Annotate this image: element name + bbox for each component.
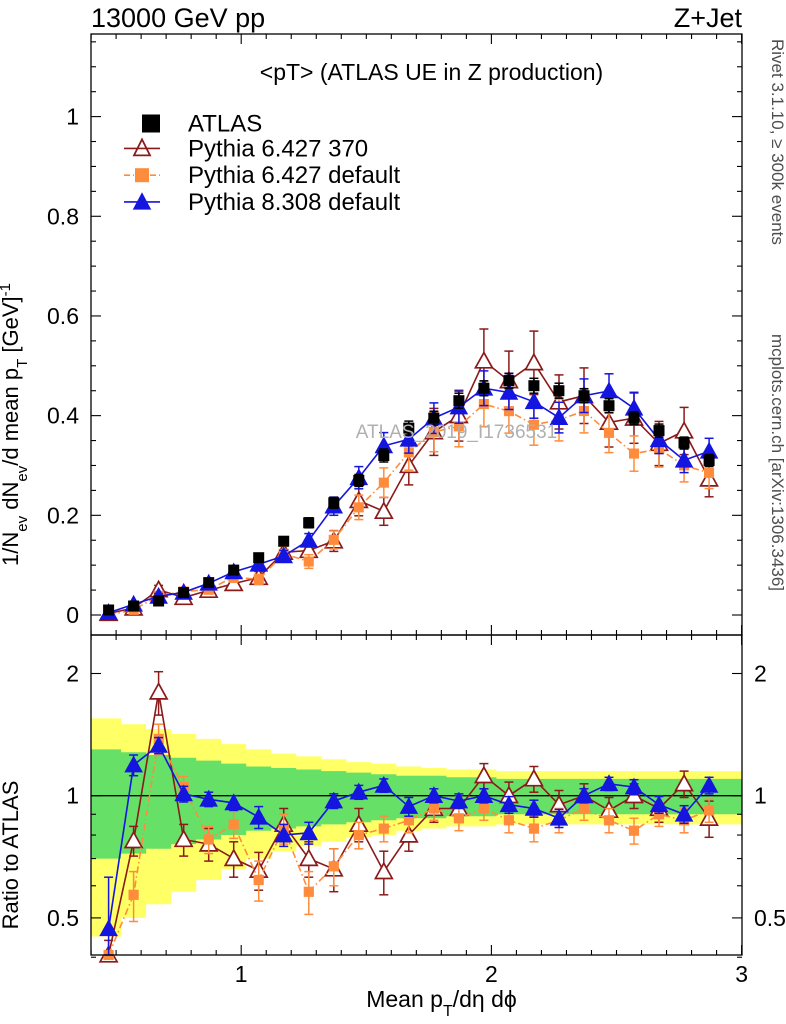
svg-text:0.6: 0.6 <box>47 303 79 329</box>
svg-text:1: 1 <box>235 961 248 987</box>
svg-text:Pythia 6.427 370: Pythia 6.427 370 <box>188 135 368 162</box>
svg-text:2: 2 <box>485 961 498 987</box>
svg-text:<pT> (ATLAS UE in Z production: <pT> (ATLAS UE in Z production) <box>260 59 603 85</box>
svg-text:mcplots.cern.ch [arXiv:1306.34: mcplots.cern.ch [arXiv:1306.3436] <box>768 334 786 591</box>
svg-text:1/Nev dNev/d mean pT [GeV]-1: 1/Nev dNev/d mean pT [GeV]-1 <box>0 283 31 566</box>
svg-text:0.4: 0.4 <box>47 403 79 429</box>
svg-text:0: 0 <box>66 602 79 628</box>
svg-text:0.8: 0.8 <box>47 203 79 229</box>
svg-text:2: 2 <box>66 660 79 686</box>
svg-text:ATLAS_2019_I1736531: ATLAS_2019_I1736531 <box>356 422 557 443</box>
svg-text:Pythia 6.427 default: Pythia 6.427 default <box>188 162 400 189</box>
svg-text:1: 1 <box>66 783 79 809</box>
svg-text:0.2: 0.2 <box>47 502 79 528</box>
svg-text:Mean pT/dη dϕ: Mean pT/dη dϕ <box>366 986 517 1020</box>
svg-text:1: 1 <box>66 104 79 130</box>
svg-text:ATLAS: ATLAS <box>188 111 262 138</box>
svg-text:Pythia 8.308 default: Pythia 8.308 default <box>188 189 400 216</box>
svg-text:Ratio to ATLAS: Ratio to ATLAS <box>0 781 23 930</box>
svg-text:0.5: 0.5 <box>754 905 786 931</box>
svg-text:3: 3 <box>735 961 748 987</box>
svg-text:0.5: 0.5 <box>47 905 79 931</box>
svg-text:13000 GeV pp: 13000 GeV pp <box>91 3 265 33</box>
svg-text:Z+Jet: Z+Jet <box>674 3 743 33</box>
svg-text:1: 1 <box>754 783 767 809</box>
svg-text:Rivet 3.1.10, ≥ 300k events: Rivet 3.1.10, ≥ 300k events <box>768 39 786 245</box>
svg-text:2: 2 <box>754 660 767 686</box>
